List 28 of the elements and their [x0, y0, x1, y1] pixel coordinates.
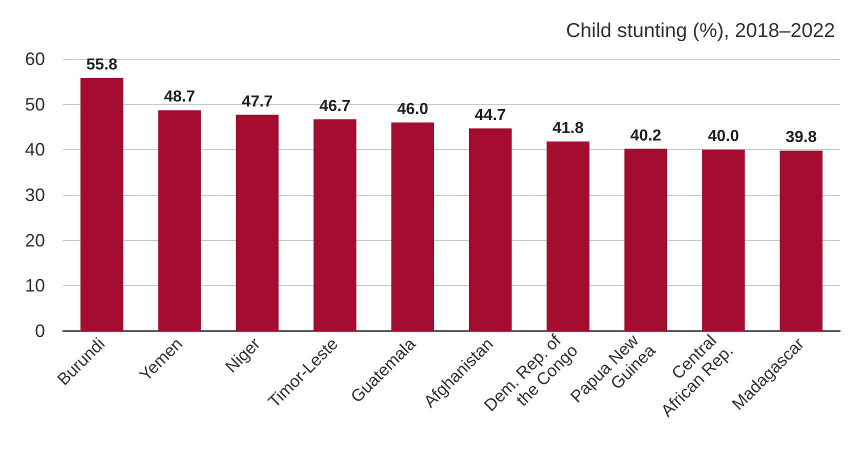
- y-tick-label: 0: [34, 321, 45, 341]
- bar: [468, 128, 512, 331]
- data-label: 40.2: [630, 127, 662, 144]
- bar: [780, 150, 823, 331]
- data-label: 44.7: [474, 106, 506, 124]
- chart-title: Child stunting (%), 2018–2022: [566, 20, 835, 42]
- bar: [702, 150, 745, 331]
- bar: [546, 142, 590, 331]
- bar: [624, 148, 668, 331]
- bar: [80, 78, 124, 331]
- data-label: 39.8: [786, 129, 817, 146]
- data-label: 46.0: [397, 100, 428, 118]
- data-label: 55.8: [86, 56, 118, 74]
- bar: [314, 119, 356, 331]
- y-tick-label: 40: [24, 140, 45, 160]
- y-tick-label: 10: [24, 276, 45, 296]
- bar: [158, 110, 201, 331]
- data-label: 41.8: [552, 120, 584, 138]
- data-label: 46.7: [319, 98, 351, 115]
- y-tick-label: 20: [24, 230, 45, 250]
- y-tick-label: 50: [24, 94, 45, 114]
- y-tick-label: 30: [24, 185, 45, 205]
- data-label: 47.7: [242, 93, 273, 110]
- bar: [236, 114, 279, 331]
- y-tick-label: 60: [24, 49, 45, 69]
- data-label: 40.0: [708, 128, 740, 146]
- bar: [391, 122, 434, 331]
- data-label: 48.7: [164, 88, 196, 106]
